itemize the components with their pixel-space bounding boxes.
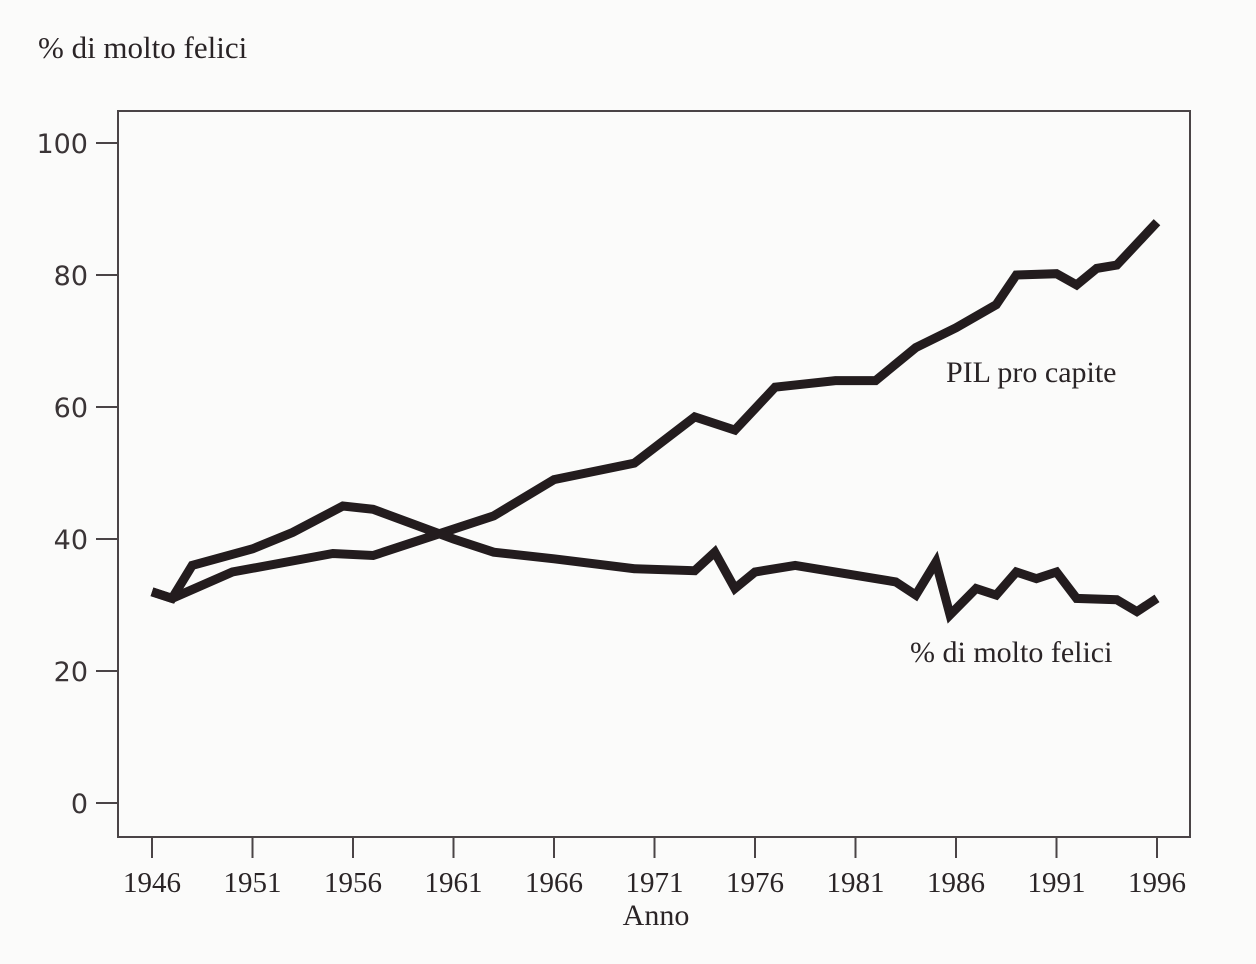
- x-tick-label: 1981: [827, 867, 885, 899]
- x-axis: 1946 1951 1956 1961 1966 1971 1976 1981 1986 1991…: [123, 837, 1186, 899]
- x-tick-label: 1996: [1128, 867, 1186, 899]
- x-tick-label: 1971: [626, 867, 684, 899]
- x-tick-label: 1956: [324, 867, 382, 899]
- plot-frame: [117, 110, 1191, 838]
- x-tick-label: 1991: [1028, 867, 1086, 899]
- x-tick-label: 1946: [123, 867, 181, 899]
- x-axis-title: Anno: [623, 899, 690, 932]
- y-axis: 0 20 40 60 80 100: [36, 129, 118, 820]
- x-tick-label: 1951: [224, 867, 282, 899]
- annotation-felici: % di molto felici: [910, 636, 1112, 669]
- x-tick-label: 1976: [726, 867, 784, 899]
- x-tick-label: 1966: [525, 867, 583, 899]
- series-lines: [150, 219, 1161, 624]
- annotation-pil: PIL pro capite: [946, 356, 1117, 389]
- y-tick-label: 0: [71, 789, 88, 820]
- y-tick-label: 20: [54, 657, 88, 688]
- y-tick-label: 40: [54, 525, 88, 556]
- x-tick-label: 1986: [927, 867, 985, 899]
- y-axis-title: % di molto felici: [38, 30, 248, 65]
- x-tick-label: 1961: [425, 867, 483, 899]
- series-line-pil-pro-capite: [150, 219, 1161, 604]
- y-tick-label: 60: [54, 393, 88, 424]
- y-tick-label: 80: [54, 261, 88, 292]
- y-tick-label: 100: [36, 129, 88, 160]
